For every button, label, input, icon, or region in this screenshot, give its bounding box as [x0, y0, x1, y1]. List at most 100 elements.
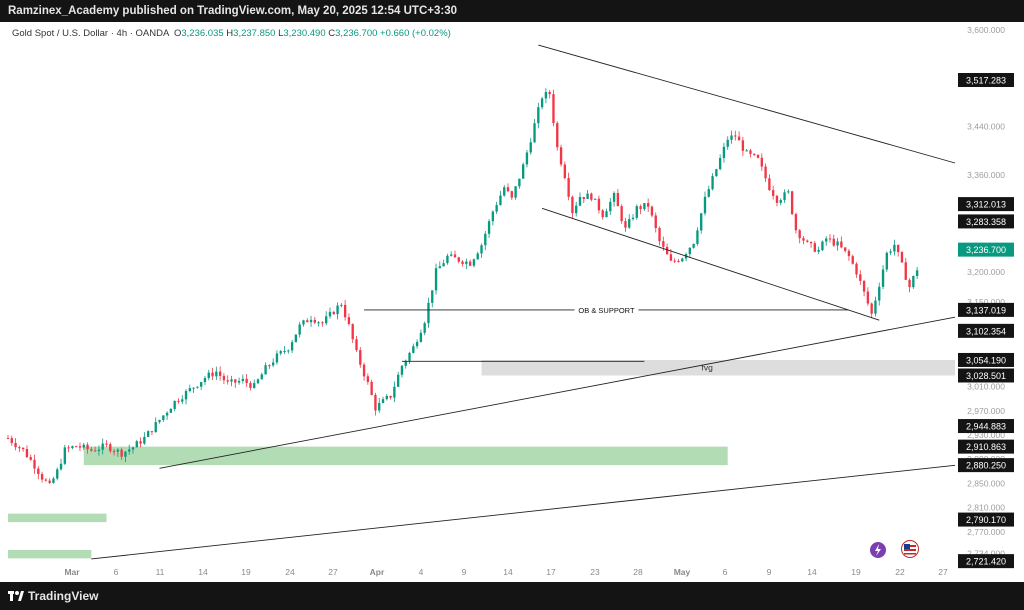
candle-body [904, 262, 907, 280]
candle-body [249, 383, 252, 388]
candle-body [734, 135, 737, 137]
candle-body [764, 166, 767, 179]
candle-body [529, 142, 532, 153]
candle-body [673, 260, 676, 262]
candle-body [874, 300, 877, 314]
candle-body [150, 431, 154, 433]
candle-body [370, 381, 373, 395]
candle-body [366, 376, 370, 382]
y-tick-label: 3,010.000 [967, 382, 1005, 392]
candle-body [105, 443, 108, 445]
candle-body [48, 480, 51, 483]
candle-body [859, 274, 862, 281]
candle-body [881, 269, 885, 287]
x-tick-label: Mar [64, 567, 80, 577]
close-value: 3,236.700 [335, 28, 378, 39]
candle-body [215, 371, 218, 377]
y-tick-label: 3,360.000 [967, 170, 1005, 180]
candle-body [222, 375, 226, 381]
price-tag-label: 3,054.190 [966, 355, 1006, 365]
footer-bar: TradingView [0, 582, 1024, 610]
candle-body [840, 241, 843, 248]
low-label: L [278, 28, 284, 39]
annotation-ob-support: OB & SUPPORT [578, 306, 635, 315]
publish-header: Ramzinex_Academy published on TradingVie… [0, 0, 1024, 22]
fvg-label: fvg [702, 363, 714, 373]
candle-body [620, 206, 623, 222]
candle-body [93, 450, 97, 452]
candle-body [609, 201, 612, 212]
candle-body [586, 193, 589, 199]
candle-body [90, 449, 93, 451]
x-tick-label: 24 [285, 567, 295, 577]
candle-body [234, 379, 237, 383]
candle-body [635, 206, 638, 218]
price-tag-label: 2,910.863 [966, 442, 1006, 452]
change-value: +0.660 (+0.02%) [380, 28, 451, 39]
tradingview-logo-icon [8, 591, 24, 601]
candle-body [230, 379, 233, 382]
candle-body [173, 400, 176, 409]
y-tick-label: 2,734.000 [967, 549, 1005, 559]
candle-body [112, 451, 116, 453]
candle-body [578, 197, 582, 206]
low-value: 3,230.490 [283, 28, 326, 39]
candle-body [237, 380, 241, 383]
candle-body [503, 187, 506, 196]
candle-body [567, 178, 570, 197]
candle-body [650, 206, 654, 216]
candle-body [143, 436, 146, 444]
candle-body [631, 217, 635, 220]
candle-body [639, 206, 642, 210]
candle-body [722, 146, 726, 158]
candle-body [385, 395, 388, 400]
candle-body [29, 457, 32, 460]
candle-body [847, 250, 851, 257]
candle-body [832, 238, 835, 246]
candle-body [283, 351, 286, 353]
candle-body [196, 386, 199, 388]
candle-body [321, 322, 324, 324]
y-tick-label: 3,600.000 [967, 25, 1005, 35]
candle-body [688, 247, 692, 255]
candle-body [726, 139, 729, 147]
candle-body [862, 280, 866, 292]
candle-body [128, 449, 131, 452]
symbol-name: Gold Spot / U.S. Dollar · 4h · OANDA [12, 28, 170, 39]
candle-body [552, 94, 555, 124]
y-tick-label: 2,970.000 [967, 406, 1005, 416]
candle-body [313, 319, 317, 323]
candle-body [601, 210, 604, 218]
candle-body [843, 247, 847, 251]
candle-body [177, 400, 180, 402]
candle-body [677, 260, 680, 262]
candle-body [548, 92, 551, 95]
candle-body [681, 258, 684, 262]
candle-body [870, 303, 873, 314]
candle-body [200, 382, 203, 387]
candle-body [866, 291, 870, 304]
candle-body [40, 474, 44, 480]
candle-body [768, 178, 771, 191]
candle-body [900, 252, 904, 263]
candle-body [268, 365, 271, 367]
x-tick-label: 27 [328, 567, 338, 577]
candle-body [442, 263, 445, 267]
candle-body [571, 196, 574, 214]
zone-green-0 [83, 446, 728, 466]
candle-body [790, 191, 794, 215]
lightning-icon[interactable] [870, 542, 886, 558]
x-tick-label: 19 [241, 567, 251, 577]
candle-body [484, 233, 487, 246]
price-tag-label: 2,880.250 [966, 461, 1006, 471]
candle-body [271, 362, 275, 366]
x-tick-label: 6 [723, 567, 728, 577]
candle-body [328, 311, 332, 317]
candle-body [741, 140, 745, 151]
close-label: C [328, 28, 336, 39]
candle-body [468, 261, 472, 266]
candle-body [457, 257, 460, 262]
price-tag-bg [958, 323, 1014, 338]
